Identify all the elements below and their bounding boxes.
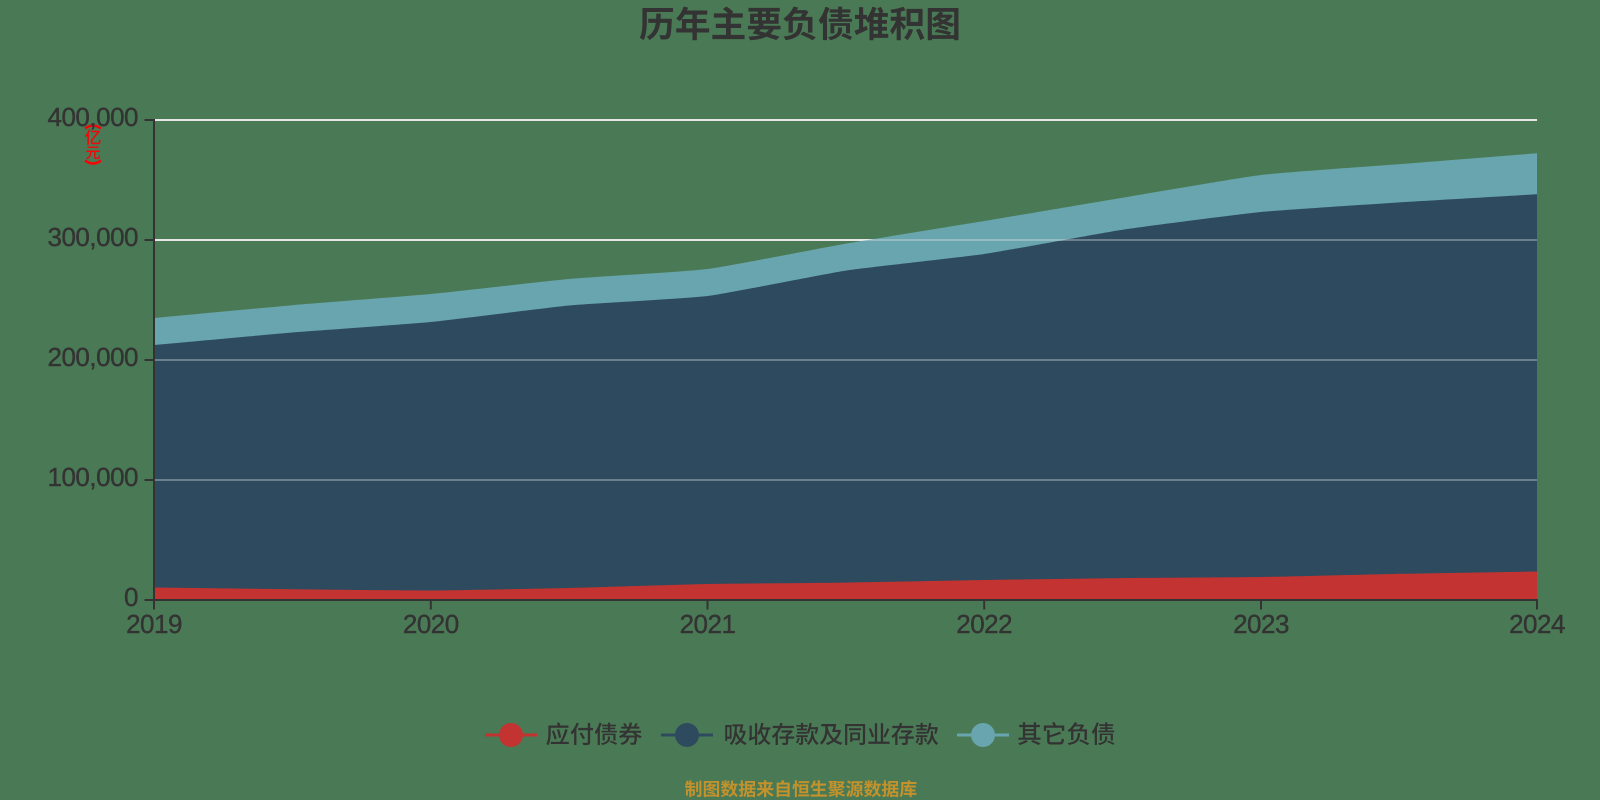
svg-text:2020: 2020 xyxy=(403,609,459,639)
svg-text:100,000: 100,000 xyxy=(48,462,139,492)
svg-text:400,000: 400,000 xyxy=(48,102,139,132)
svg-text:2019: 2019 xyxy=(126,609,182,639)
svg-text:2022: 2022 xyxy=(956,609,1012,639)
svg-text:300,000: 300,000 xyxy=(48,222,139,252)
svg-text:2023: 2023 xyxy=(1233,609,1289,639)
svg-text:0: 0 xyxy=(124,582,138,612)
svg-text:2024: 2024 xyxy=(1509,609,1565,639)
svg-text:200,000: 200,000 xyxy=(48,342,139,372)
svg-text:2021: 2021 xyxy=(680,609,736,639)
